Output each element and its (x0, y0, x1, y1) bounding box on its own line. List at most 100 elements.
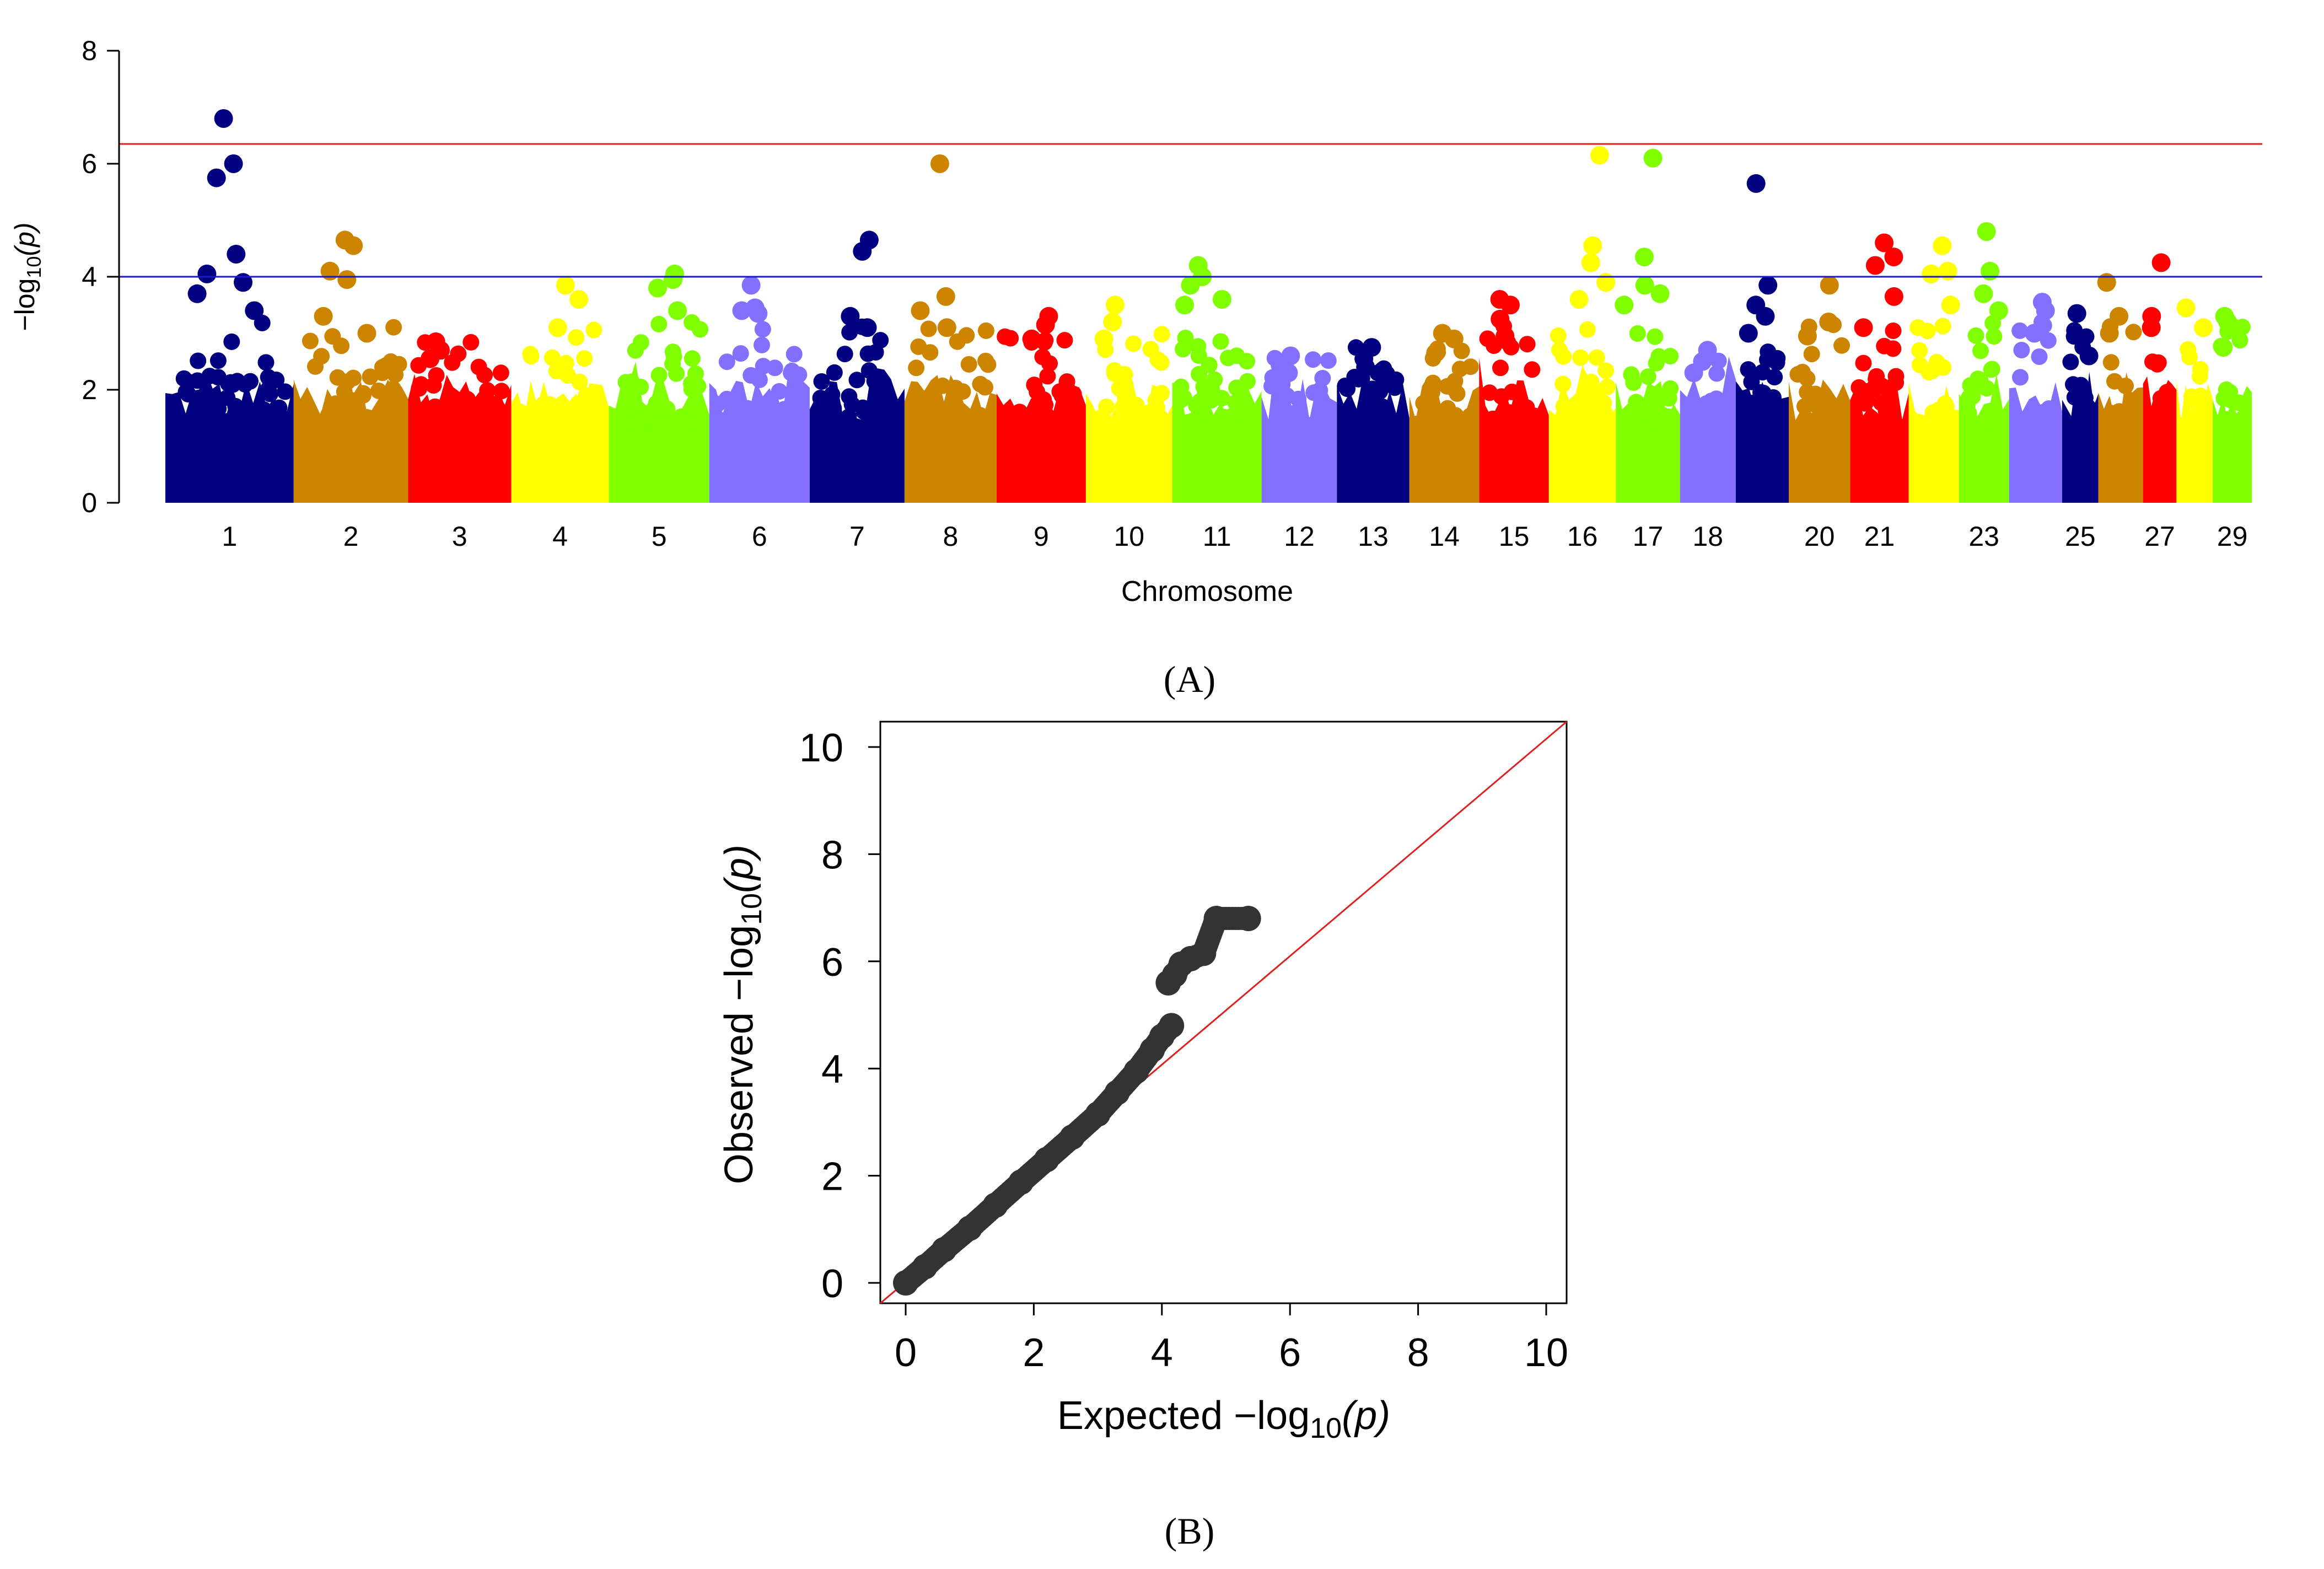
snp-point (841, 324, 858, 341)
snp-peak-point (2097, 273, 2116, 292)
snp-point (1228, 347, 1245, 364)
qq-points (893, 906, 1261, 1296)
snp-point (1125, 335, 1142, 352)
snp-point (2031, 348, 2048, 365)
snp-point (2062, 353, 2079, 370)
chromosome-1-points (165, 109, 294, 503)
snp-point (1317, 415, 1334, 432)
snp-point (860, 412, 878, 429)
snp-point (2117, 378, 2134, 394)
snp-peak-point (2110, 307, 2129, 326)
snp-point (859, 345, 876, 362)
chromosome-12-points (1261, 346, 1337, 503)
qq-y-tick-label: 6 (821, 941, 843, 985)
snp-point (488, 401, 505, 418)
panel-b-label: (B) (1165, 1510, 1215, 1552)
snp-peak-point (1444, 329, 1464, 348)
snp-point (1361, 412, 1378, 429)
snp-point (528, 402, 545, 419)
snp-point (568, 329, 585, 346)
snp-point (918, 415, 935, 432)
snp-point (1106, 366, 1123, 382)
snp-point (261, 407, 278, 425)
snp-point (1039, 368, 1056, 385)
snp-point (1991, 412, 2008, 429)
snp-point (2040, 332, 2057, 349)
snp-peak-point (1650, 284, 1670, 303)
snp-peak-point (207, 168, 226, 187)
chr-13-bulk (1337, 375, 1410, 503)
snp-point (1184, 412, 1201, 429)
chromosome-tick-label: 18 (1692, 521, 1723, 552)
chromosome-tick-label: 13 (1358, 521, 1389, 552)
chromosome-tick-label: 17 (1633, 521, 1664, 552)
snp-point (541, 396, 558, 413)
snp-point (1202, 392, 1219, 409)
snp-point (1817, 409, 1835, 426)
snp-point (2192, 361, 2209, 378)
snp-point (542, 415, 559, 432)
snp-point (650, 315, 668, 332)
snp-peak-point (337, 270, 357, 289)
snp-point (428, 367, 445, 384)
snp-point (1744, 395, 1761, 411)
snp-peak-point (1981, 261, 2000, 281)
snp-point (209, 352, 227, 369)
snp-point (227, 397, 244, 415)
snp-point (922, 344, 939, 361)
snp-peak-point (1581, 253, 1600, 272)
snp-point (1972, 342, 1989, 359)
qq-x-tick-label: 8 (1407, 1331, 1429, 1375)
snp-point (920, 320, 937, 337)
snp-peak-point (668, 301, 687, 320)
snp-peak-point (2151, 253, 2171, 272)
chromosome-16-points (1548, 146, 1616, 503)
snp-point (684, 350, 701, 367)
snp-point (1114, 399, 1131, 416)
y-tick-label: 6 (82, 148, 97, 179)
snp-peak-point (1426, 343, 1445, 363)
snp-peak-point (911, 301, 930, 320)
snp-point (223, 333, 240, 350)
snp-point (718, 390, 735, 407)
qq-y-label: Observed −log10(p) (717, 845, 768, 1184)
snp-peak-point (1495, 326, 1515, 346)
snp-point (1153, 326, 1170, 343)
snp-point (2072, 377, 2089, 394)
snp-point (427, 398, 444, 415)
snp-peak-point (1875, 233, 1894, 252)
chr-27-bulk (2143, 376, 2177, 503)
snp-point (754, 321, 771, 338)
snp-peak-point (1590, 146, 1609, 165)
snp-point (1967, 327, 1984, 344)
snp-peak-point (1036, 315, 1055, 335)
snp-point (166, 410, 183, 427)
snp-point (1041, 355, 1058, 372)
manhattan-x-label: Chromosome (1121, 576, 1293, 608)
snp-point (462, 334, 480, 351)
snp-point (1588, 349, 1605, 366)
snp-point (555, 415, 571, 432)
snp-point (2122, 415, 2138, 432)
qq-point (912, 1254, 938, 1280)
snp-point (587, 413, 604, 431)
snp-point (1058, 377, 1075, 394)
snp-peak-point (2067, 304, 2086, 323)
snp-point (908, 359, 925, 377)
snp-point (190, 352, 207, 369)
snp-point (728, 415, 745, 432)
chromosome-23-points (1959, 222, 2009, 503)
snp-peak-point (1569, 290, 1589, 309)
chr-3-bulk (408, 374, 512, 503)
snp-point (951, 384, 968, 401)
snp-point (668, 411, 685, 428)
snp-point (1093, 409, 1110, 426)
snp-peak-point (197, 264, 217, 283)
snp-point (1482, 414, 1499, 431)
snp-point (1586, 412, 1604, 429)
snp-peak-point (187, 284, 207, 303)
snp-point (1029, 383, 1046, 400)
snp-point (1794, 363, 1811, 380)
snp-point (1449, 385, 1466, 402)
